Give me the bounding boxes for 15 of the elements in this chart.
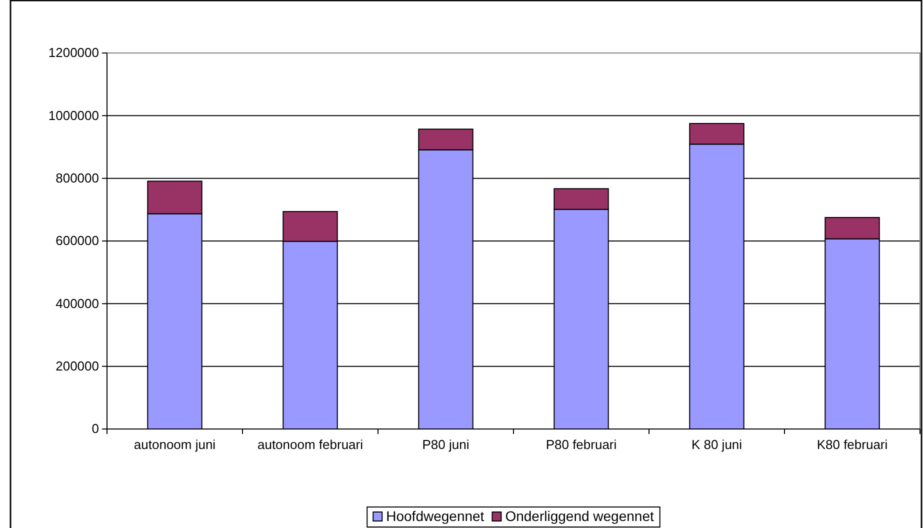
x-tick-label: K 80 juni <box>691 437 742 452</box>
x-tick-label: autonoom februari <box>257 437 364 452</box>
x-tick-label: P80 februari <box>546 437 617 452</box>
y-tick-label: 1000000 <box>48 108 99 123</box>
y-tick-label: 1200000 <box>48 45 99 60</box>
y-tick-label: 400000 <box>56 296 99 311</box>
y-tick-label: 0 <box>92 421 99 436</box>
legend-label: Hoofdwegennet <box>386 508 484 524</box>
x-tick-label: P80 juni <box>422 437 470 452</box>
y-tick-label: 800000 <box>56 170 99 186</box>
x-tick-label: K80 februari <box>816 437 888 452</box>
y-tick-label: 200000 <box>56 358 99 374</box>
x-tick-label: autonoom juni <box>134 437 216 452</box>
legend-label: Onderliggend wegennet <box>505 508 654 524</box>
y-tick-label: 600000 <box>56 233 99 248</box>
